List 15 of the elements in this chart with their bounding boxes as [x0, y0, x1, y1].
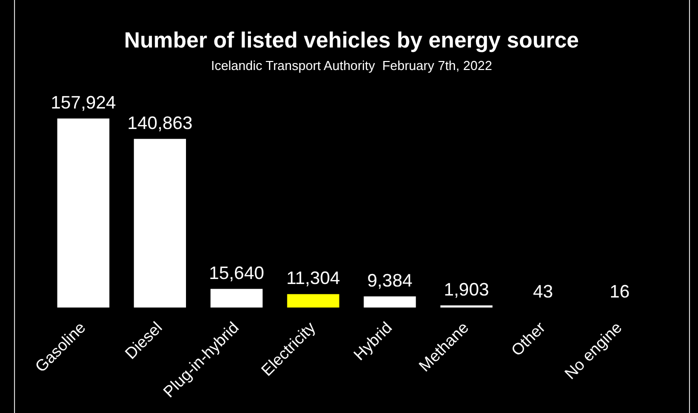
- data-label: 43: [533, 282, 554, 302]
- data-label: 11,304: [286, 268, 340, 288]
- data-label: 140,863: [127, 112, 192, 133]
- chart-subtitle: Icelandic Transport Authority February 7th, 2022: [210, 58, 492, 73]
- bar: [57, 118, 110, 308]
- bar: [134, 138, 186, 308]
- bar: [210, 288, 263, 308]
- bar: [364, 296, 416, 308]
- data-label: 15,640: [209, 262, 264, 283]
- data-label: 157,924: [50, 92, 116, 112]
- chart-title: Number of listed vehicles by energy source: [124, 27, 579, 52]
- data-label: 1,903: [444, 279, 489, 300]
- data-label: 9,384: [367, 270, 412, 290]
- bar: [287, 294, 340, 308]
- data-label: 16: [610, 282, 630, 302]
